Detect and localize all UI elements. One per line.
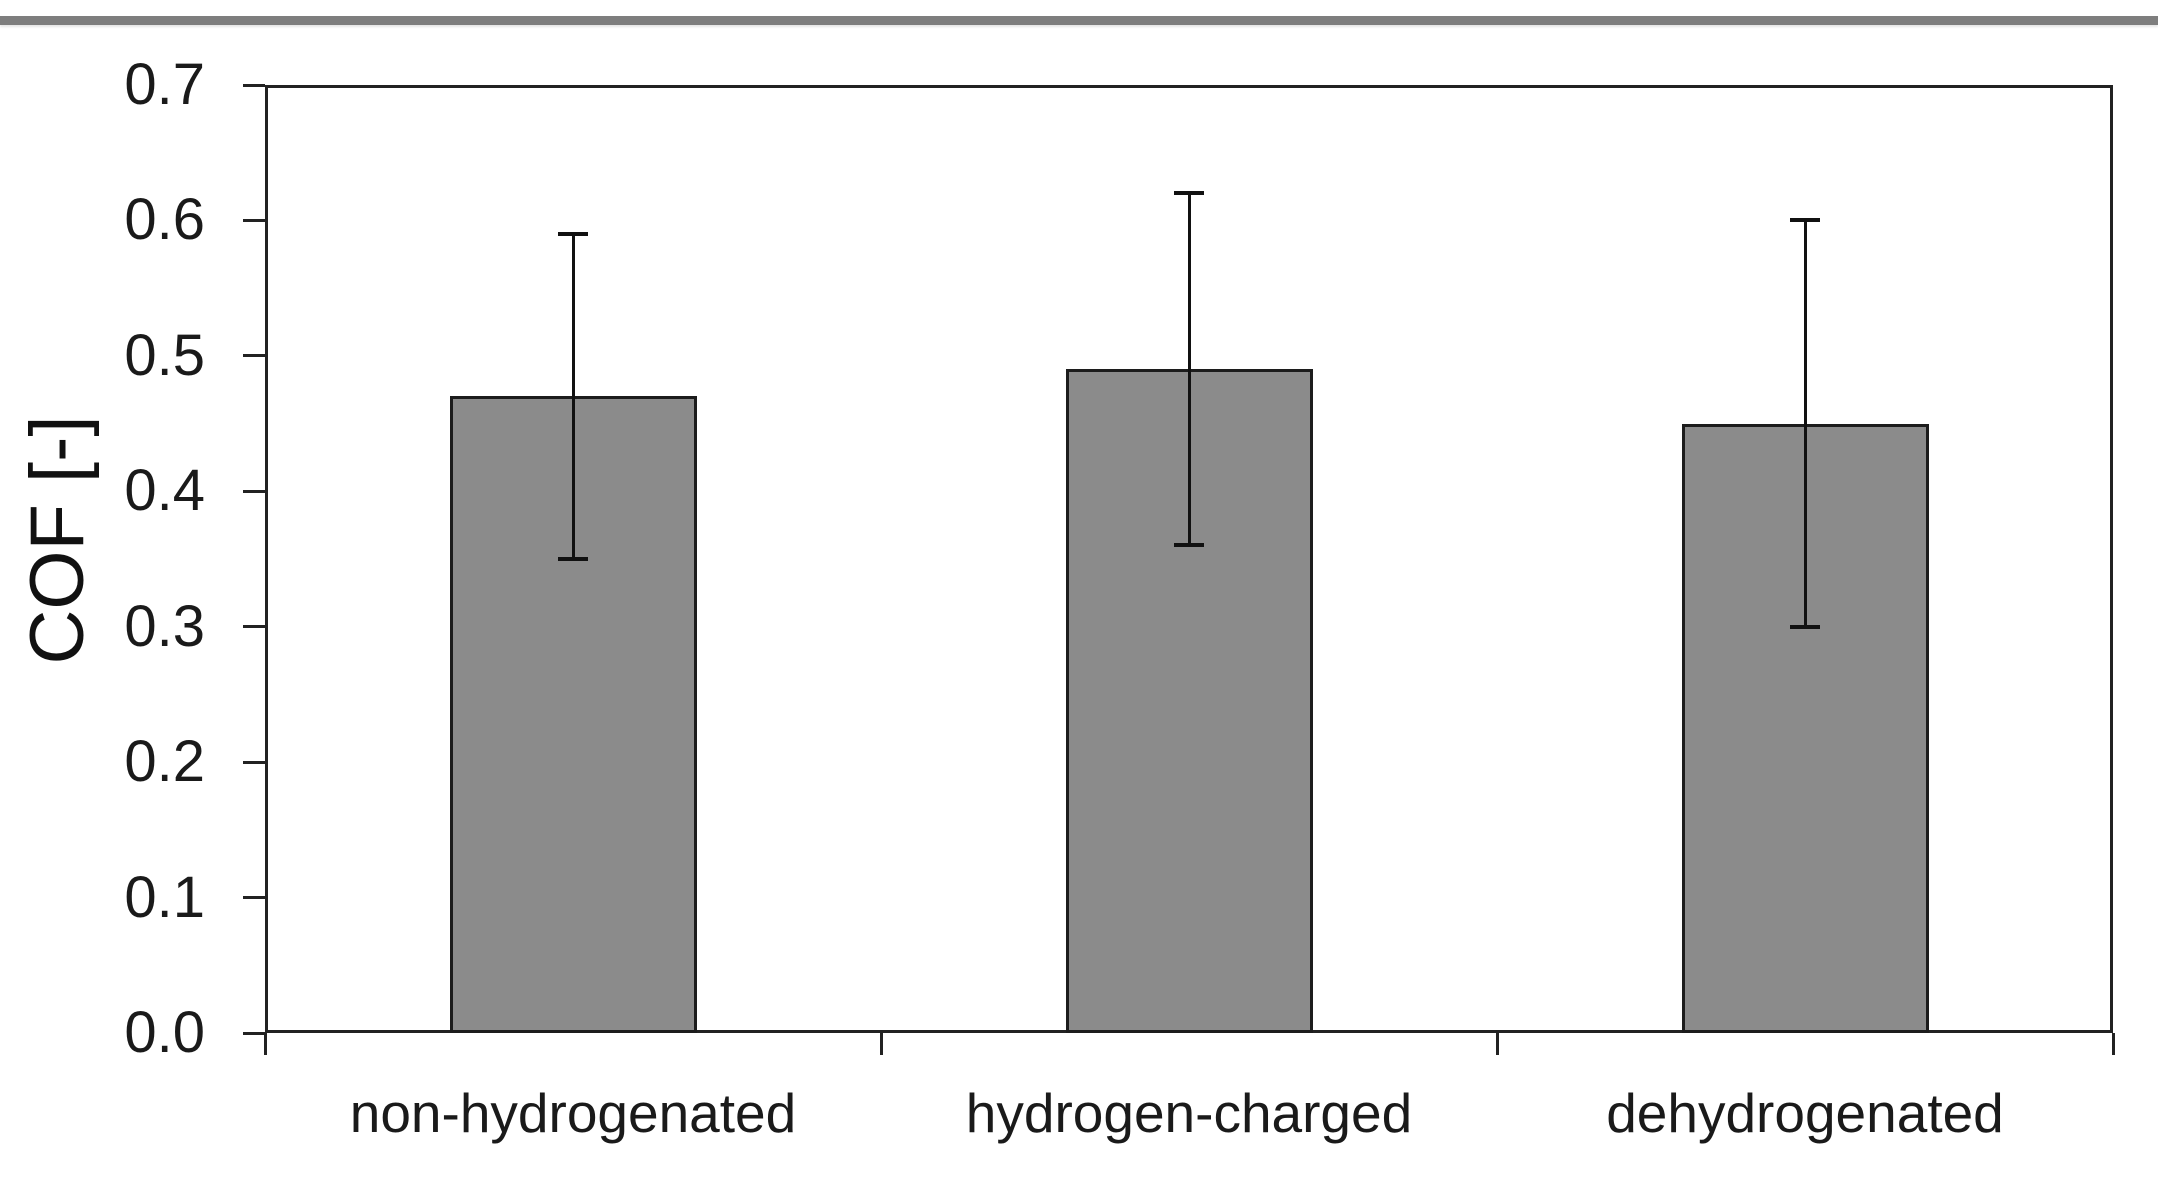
error-bar-cap-bottom [1174,543,1204,548]
x-axis-tick [263,1033,267,1055]
y-axis-tick [243,83,265,87]
error-bar-cap-bottom [558,557,588,561]
y-tick-label: 0.7 [124,52,205,117]
error-bar-line [571,233,575,559]
error-bar-line [1803,220,1807,627]
y-tick-label: 0.2 [124,729,205,795]
x-axis-tick [1495,1033,1499,1055]
y-axis-tick [243,218,265,222]
y-axis-tick [243,1031,265,1035]
x-axis-tick [2111,1033,2115,1055]
error-bar-cap-top [1174,191,1204,196]
error-bar-cap-bottom [1790,624,1820,629]
y-axis-tick [243,760,265,764]
y-tick-label: 0.6 [124,187,205,253]
x-axis-tick [879,1033,883,1055]
error-bar-cap-top [558,231,588,236]
y-tick-label: 0.1 [124,864,205,930]
y-tick-label: 0.3 [124,593,205,659]
error-bar-line [1187,193,1191,546]
y-axis-tick [243,489,265,493]
y-tick-label: 0.4 [124,458,205,524]
x-tick-label: dehydrogenated [1606,1082,2004,1144]
y-tick-label: 0.0 [124,1000,205,1065]
y-axis-tick [243,896,265,900]
top-divider-rule [0,16,2158,25]
y-axis-tick [243,625,265,629]
x-tick-label: hydrogen-charged [965,1082,1413,1144]
error-bar-cap-top [1790,218,1820,223]
y-tick-label: 0.5 [124,322,205,388]
y-axis-tick [243,354,265,358]
x-tick-label: non-hydrogenated [349,1082,797,1144]
